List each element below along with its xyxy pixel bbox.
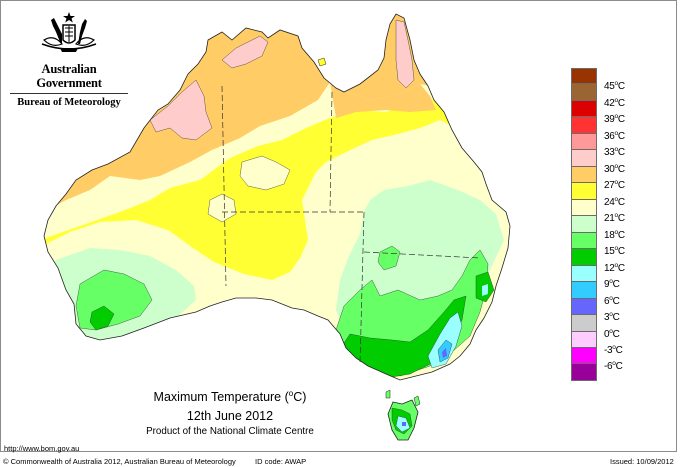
government-logo: Australian Government Bureau of Meteorol… xyxy=(8,10,130,108)
map-title-block: Maximum Temperature (oC) 12th June 2012 … xyxy=(110,386,350,438)
legend-label: -3oC xyxy=(604,343,623,356)
map-title: Maximum Temperature (oC) xyxy=(110,386,350,405)
legend-swatch xyxy=(571,364,597,381)
legend-label: 15oC xyxy=(604,245,625,258)
legend-label: 36oC xyxy=(604,129,625,142)
issued-date: Issued: 10/09/2012 xyxy=(610,457,674,466)
legend-label: 9oC xyxy=(604,278,620,291)
legend-label: 33oC xyxy=(604,146,625,159)
legend-color-bar xyxy=(571,68,651,381)
legend-swatch xyxy=(571,282,597,299)
degree-symbol: o xyxy=(288,389,294,398)
legend-swatch xyxy=(571,133,597,151)
legend-swatch xyxy=(571,100,597,118)
legend-label: -6oC xyxy=(604,360,623,373)
copyright-notice: © Commonwealth of Australia 2012, Austra… xyxy=(3,457,236,466)
legend-label: 30oC xyxy=(604,162,625,175)
legend-swatch xyxy=(571,117,597,134)
legend-label: 0oC xyxy=(604,327,620,340)
legend-swatch xyxy=(571,315,597,332)
legend-label: 42oC xyxy=(604,96,625,109)
legend-swatch xyxy=(571,199,597,217)
legend-label: 3oC xyxy=(604,311,620,324)
legend-swatch xyxy=(571,331,597,348)
legend-label: 6oC xyxy=(604,294,620,307)
logo-divider xyxy=(10,93,128,94)
legend-label: 45oC xyxy=(604,80,625,93)
government-label: Australian Government xyxy=(36,62,102,90)
legend-label: 12oC xyxy=(604,261,625,274)
title-text: Maximum Temperature ( xyxy=(153,390,289,404)
legend-swatch xyxy=(571,298,597,316)
legend-swatch xyxy=(571,68,597,85)
legend-swatch xyxy=(571,232,597,250)
product-credit: Product of the National Climate Centre xyxy=(146,426,314,437)
legend-label: 21oC xyxy=(604,212,625,225)
legend-label: 27oC xyxy=(604,179,625,192)
id-code: ID code: AWAP xyxy=(255,457,307,466)
legend-swatch xyxy=(571,166,597,184)
temperature-legend: 45oC 42oC 39oC 36oC 33oC 30oC 27oC 24oC 21oC 18oC… xyxy=(571,68,651,381)
legend-label: 39oC xyxy=(604,113,625,126)
coat-of-arms-icon xyxy=(41,12,97,52)
legend-swatch xyxy=(571,150,597,167)
title-unit: C) xyxy=(293,390,307,404)
map-date: 12th June 2012 xyxy=(186,409,274,423)
legend-swatch xyxy=(571,265,597,283)
bom-website-link[interactable]: http://www.bom.gov.au xyxy=(4,444,80,453)
legend-swatch xyxy=(571,216,597,233)
legend-label: 24oC xyxy=(604,195,625,208)
legend-swatch xyxy=(571,84,597,101)
legend-label: 18oC xyxy=(604,228,625,241)
agency-label: Bureau of Meteorology xyxy=(17,97,121,108)
legend-swatch xyxy=(571,183,597,200)
legend-swatch xyxy=(571,249,597,266)
legend-swatch xyxy=(571,347,597,365)
